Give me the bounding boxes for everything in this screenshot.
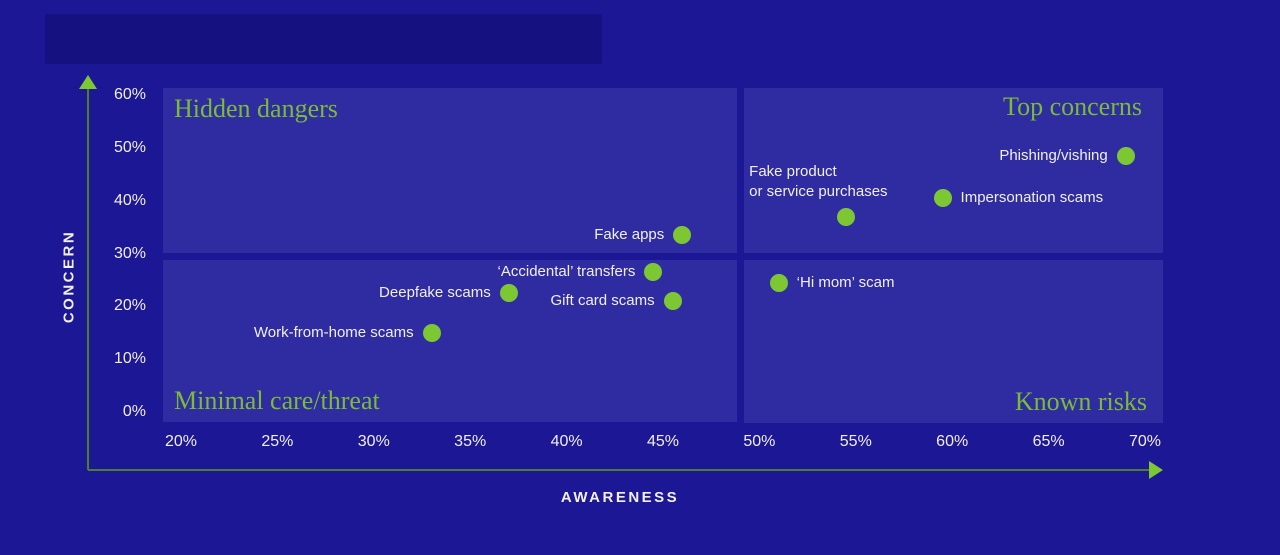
x-tick-label: 35%	[454, 433, 487, 450]
scatter-point-label: Fake product or service purchases	[749, 162, 888, 200]
scatter-point-dot	[933, 189, 952, 208]
y-tick-label: 50%	[113, 138, 146, 156]
scatter-point-dot	[673, 226, 692, 244]
scatter-point-label: Fake apps	[594, 226, 665, 243]
x-axis-line	[88, 469, 1150, 471]
quadrant-top-left: Hidden dangers	[163, 88, 737, 253]
x-axis-arrow-icon	[1149, 461, 1163, 479]
quadrant-title-hidden-dangers: Hidden dangers	[174, 94, 338, 123]
y-tick-label: 60%	[113, 86, 146, 103]
x-tick-label: 20%	[164, 433, 198, 450]
scatter-point-dot	[644, 262, 663, 281]
x-tick-label: 55%	[839, 433, 872, 450]
quadrant-top-right: Top concerns	[744, 88, 1163, 253]
scatter-point-dot	[499, 284, 518, 303]
x-tick-label: 30%	[357, 433, 390, 450]
scatter-point-label: ‘Hi mom’ scam	[796, 273, 895, 291]
x-tick-label: 60%	[936, 433, 969, 450]
quadrant-bottom-right: Known risks	[744, 260, 1163, 423]
y-axis-line	[87, 82, 89, 470]
y-axis-arrow-icon	[79, 75, 97, 89]
scatter-point-dot	[663, 292, 682, 311]
y-tick-label: 0%	[122, 403, 146, 420]
scatter-point-dot	[769, 273, 788, 292]
x-tick-label: 65%	[1032, 433, 1065, 450]
scatter-point-dot	[422, 323, 441, 342]
scatter-point-label: ‘Accidental’ transfers	[497, 262, 636, 280]
x-tick-label: 25%	[261, 433, 294, 450]
quadrant-bottom-left: Minimal care/threat	[163, 260, 737, 422]
x-axis-title: AWARENESS	[560, 489, 680, 506]
y-tick-label: 40%	[113, 191, 146, 209]
quadrant-title-minimal-care-threat: Minimal care/threat	[174, 386, 380, 415]
scatter-point-dot	[837, 207, 856, 226]
scatter-point-label: Phishing/vishing	[999, 146, 1108, 164]
y-tick-label: 30%	[113, 244, 146, 262]
scatter-point-label: Impersonation scams	[960, 189, 1104, 207]
scatter-point-label: Work-from-home scams	[253, 323, 414, 341]
header-watermark-band	[45, 14, 602, 64]
scatter-point-dot	[1116, 146, 1135, 165]
quadrant-title-top-concerns: Top concerns	[1003, 92, 1142, 121]
scatter-point-label: Deepfake scams	[379, 284, 491, 302]
x-tick-label: 50%	[743, 433, 776, 450]
x-tick-label: 70%	[1128, 433, 1162, 450]
y-tick-label: 20%	[113, 297, 146, 315]
x-tick-label: 40%	[550, 433, 583, 450]
quadrant-title-known-risks: Known risks	[1014, 387, 1147, 416]
y-tick-label: 10%	[113, 350, 146, 368]
x-tick-label: 45%	[646, 433, 680, 450]
scatter-point-label: Gift card scams	[550, 292, 655, 310]
